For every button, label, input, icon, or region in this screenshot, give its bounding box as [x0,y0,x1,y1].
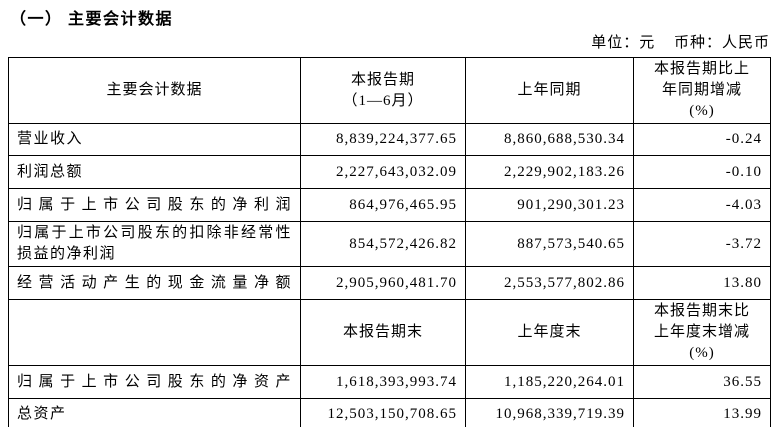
accounting-data-table: 主要会计数据 本报告期 （1—6月） 上年同期 本报告期比上 年同期增减 (%)… [8,57,771,427]
row-label: 归属于上市公司股东的净资产 [8,365,301,399]
change-value: -0.24 [633,123,771,156]
row-label: 归属于上市公司股东的扣除非经常性损益的净利润 [8,221,301,267]
column-header-blank [8,299,301,366]
table-row-revenue: 营业收入 8,839,224,377.65 8,860,688,530.34 -… [8,123,771,156]
column-header-period-end: 本报告期末 [300,299,466,366]
section-title: （一） 主要会计数据 [10,11,174,28]
table-row-total-profit: 利润总额 2,227,643,032.09 2,229,902,183.26 -… [8,155,771,189]
prior-period-value: 2,553,577,802.86 [465,266,634,300]
current-period-value: 2,227,643,032.09 [300,155,466,189]
change-value: -4.03 [633,188,771,222]
current-period-value: 864,976,465.95 [300,188,466,222]
change-value: -0.10 [633,155,771,189]
currency-label: 币种：人民币 [673,35,770,51]
column-header-indicator: 主要会计数据 [8,57,301,124]
row-label: 经营活动产生的现金流量净额 [8,266,301,300]
current-period-value: 12,503,150,708.65 [300,398,466,427]
change-value: -3.72 [633,221,771,267]
change-value: 36.55 [633,365,771,399]
row-label: 归属于上市公司股东的净利润 [8,188,301,222]
table-row-net-profit: 归属于上市公司股东的净利润 864,976,465.95 901,290,301… [8,188,771,222]
row-label: 总资产 [8,398,301,427]
change-value: 13.80 [633,266,771,300]
current-period-value: 8,839,224,377.65 [300,123,466,156]
table-row-net-assets: 归属于上市公司股东的净资产 1,618,393,993.74 1,185,220… [8,365,771,399]
change-value: 13.99 [633,398,771,427]
prior-period-value: 901,290,301.23 [465,188,634,222]
prior-period-value: 1,185,220,264.01 [465,365,634,399]
current-period-value: 1,618,393,993.74 [300,365,466,399]
prior-period-value: 10,968,339,719.39 [465,398,634,427]
prior-period-value: 8,860,688,530.34 [465,123,634,156]
column-header-change-pct: 本报告期比上 年同期增减 (%) [633,57,771,124]
column-header-period-end-change-pct: 本报告期末比 上年度末增减 (%) [633,299,771,366]
unit-label: 单位：元 [591,35,656,51]
table-header-row-1: 主要会计数据 本报告期 （1—6月） 上年同期 本报告期比上 年同期增减 (%) [8,57,771,124]
table-row-net-profit-excl-nonrecurring: 归属于上市公司股东的扣除非经常性损益的净利润 854,572,426.82 88… [8,221,771,267]
current-period-value: 854,572,426.82 [300,221,466,267]
prior-period-value: 887,573,540.65 [465,221,634,267]
prior-period-value: 2,229,902,183.26 [465,155,634,189]
table-row-total-assets: 总资产 12,503,150,708.65 10,968,339,719.39 … [8,398,771,427]
row-label: 营业收入 [8,123,301,156]
unit-currency-line: 单位：元 币种：人民币 [591,31,770,52]
row-label: 利润总额 [8,155,301,189]
column-header-current-period: 本报告期 （1—6月） [300,57,466,124]
column-header-prior-year-end: 上年度末 [465,299,634,366]
table-row-operating-cash-flow: 经营活动产生的现金流量净额 2,905,960,481.70 2,553,577… [8,266,771,300]
table-header-row-2: 本报告期末 上年度末 本报告期末比 上年度末增减 (%) [8,299,771,366]
current-period-value: 2,905,960,481.70 [300,266,466,300]
column-header-prior-period: 上年同期 [465,57,634,124]
